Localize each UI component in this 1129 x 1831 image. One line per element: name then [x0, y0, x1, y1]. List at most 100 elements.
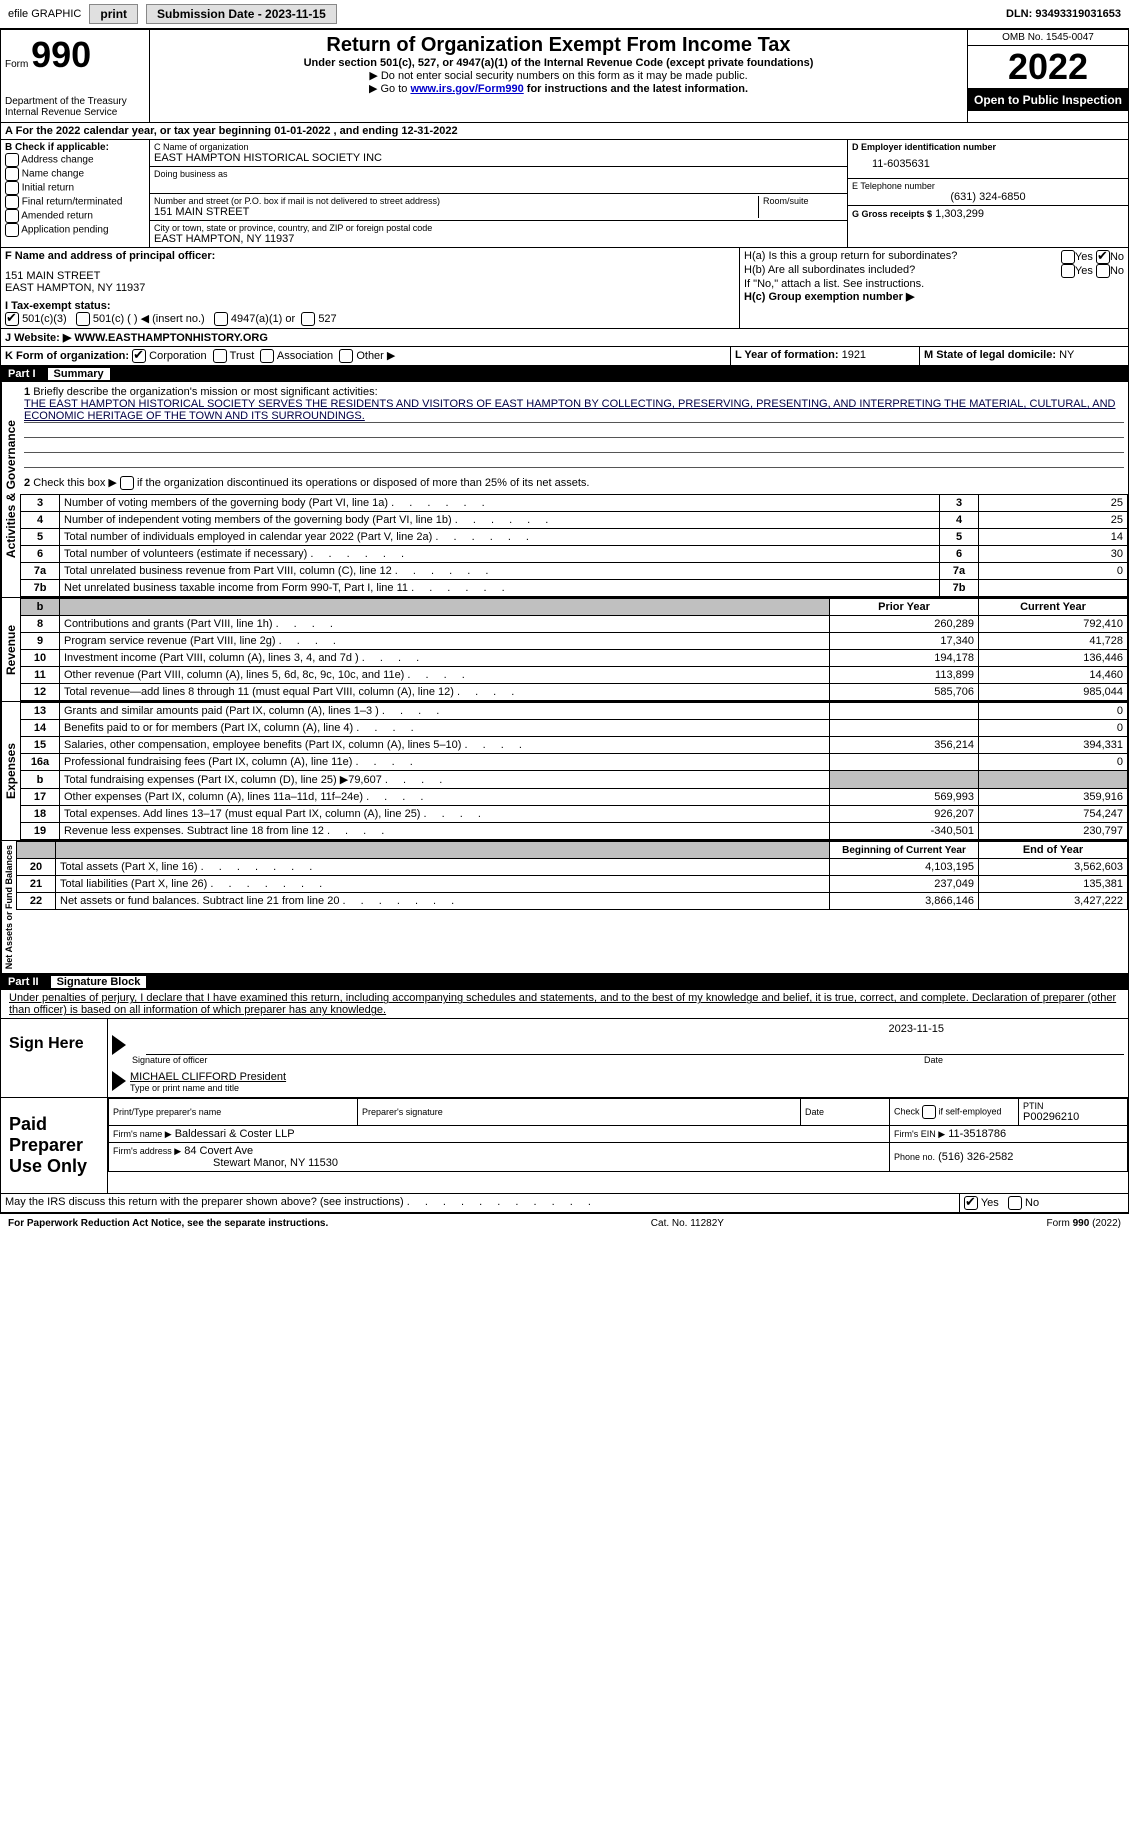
cb-corp[interactable]: [132, 349, 146, 363]
box-k-label: K Form of organization:: [5, 350, 129, 362]
revenue-section: Revenue bPrior YearCurrent Year8Contribu…: [0, 598, 1129, 702]
lbl-527: 527: [318, 313, 336, 325]
table-row: 9Program service revenue (Part VIII, lin…: [21, 633, 1128, 650]
discuss-row: May the IRS discuss this return with the…: [0, 1194, 1129, 1213]
submission-date-button[interactable]: Submission Date - 2023-11-15: [146, 4, 337, 24]
table-row: 7aTotal unrelated business revenue from …: [21, 563, 1128, 580]
cb-address-change[interactable]: [5, 153, 19, 167]
irs-link[interactable]: www.irs.gov/Form990: [410, 83, 523, 95]
arrow-icon-2: [112, 1071, 126, 1091]
side-net: Net Assets or Fund Balances: [1, 841, 16, 973]
cb-name-change[interactable]: [5, 167, 19, 181]
table-row: 16aProfessional fundraising fees (Part I…: [21, 754, 1128, 771]
part2-title: Signature Block: [51, 976, 147, 988]
prep-check-label: Check if self-employed: [894, 1105, 1014, 1119]
lbl-no: No: [1110, 251, 1124, 263]
cb-trust[interactable]: [213, 349, 227, 363]
prep-print-label: Print/Type preparer's name: [113, 1107, 353, 1117]
cb-ha-no[interactable]: [1096, 250, 1110, 264]
table-row: 13Grants and similar amounts paid (Part …: [21, 703, 1128, 720]
table-row: 22Net assets or fund balances. Subtract …: [17, 893, 1128, 910]
hb-note: If "No," attach a list. See instructions…: [744, 278, 1124, 290]
table-row: 17Other expenses (Part IX, column (A), l…: [21, 789, 1128, 806]
table-header-row: Beginning of Current YearEnd of Year: [17, 842, 1128, 859]
form-title: Return of Organization Exempt From Incom…: [154, 34, 963, 57]
org-name-label: C Name of organization: [154, 142, 843, 152]
lbl-address-change: Address change: [21, 155, 93, 166]
phone-label: E Telephone number: [852, 181, 1124, 191]
prep-sig-label: Preparer's signature: [362, 1107, 796, 1117]
form-subtitle-2: ▶ Do not enter social security numbers o…: [154, 69, 963, 82]
fh-row: F Name and address of principal officer:…: [0, 248, 1129, 329]
ha-label: H(a) Is this a group return for subordin…: [744, 250, 1061, 264]
hc-label: H(c) Group exemption number ▶: [744, 290, 1124, 303]
sig-officer-label: Signature of officer: [132, 1055, 924, 1065]
j-row: J Website: ▶ WWW.EASTHAMPTONHISTORY.ORG: [0, 329, 1129, 347]
goto-prefix: ▶ Go to: [369, 83, 410, 95]
cb-initial-return[interactable]: [5, 181, 19, 195]
omb-number: OMB No. 1545-0047: [968, 30, 1128, 46]
cb-501c3[interactable]: [5, 312, 19, 326]
gross-label: G Gross receipts $: [852, 209, 932, 219]
box-deg: D Employer identification number 11-6035…: [848, 140, 1128, 247]
room-label: Room/suite: [763, 196, 843, 206]
cb-527[interactable]: [301, 312, 315, 326]
table-row: 7bNet unrelated business taxable income …: [21, 580, 1128, 597]
officer-name: MICHAEL CLIFFORD President: [130, 1071, 1124, 1083]
lbl-app-pending: Application pending: [21, 225, 108, 236]
lbl-501c: 501(c) ( ) ◀ (insert no.): [93, 313, 205, 325]
website-value: WWW.EASTHAMPTONHISTORY.ORG: [74, 332, 268, 344]
cb-discontinued[interactable]: [120, 476, 134, 490]
penalty-text: Under penalties of perjury, I declare th…: [0, 990, 1129, 1019]
open-public-badge: Open to Public Inspection: [968, 89, 1128, 111]
klm-row: K Form of organization: Corporation Trus…: [0, 347, 1129, 366]
period-text: A For the 2022 calendar year, or tax yea…: [1, 123, 1128, 139]
discuss-no: No: [1025, 1197, 1039, 1209]
state-domicile: NY: [1059, 349, 1074, 361]
ag-table: 3Number of voting members of the governi…: [20, 494, 1128, 597]
cb-other[interactable]: [339, 349, 353, 363]
form-word: Form: [5, 59, 28, 70]
prep-phone: (516) 326-2582: [938, 1151, 1013, 1163]
year-formation: 1921: [842, 349, 866, 361]
discuss-yes: Yes: [981, 1197, 999, 1209]
lbl-yes: Yes: [1075, 251, 1093, 263]
cb-discuss-yes[interactable]: [964, 1196, 978, 1210]
cb-hb-yes[interactable]: [1061, 264, 1075, 278]
cb-amended[interactable]: [5, 209, 19, 223]
prep-date-label: Date: [805, 1107, 885, 1117]
lbl-final-return: Final return/terminated: [22, 197, 123, 208]
net-assets-table: Beginning of Current YearEnd of Year20To…: [16, 841, 1128, 910]
side-expenses: Expenses: [1, 702, 20, 840]
cb-final-return[interactable]: [5, 195, 19, 209]
sig-date-label: Date: [924, 1055, 1124, 1065]
activities-governance-section: Activities & Governance 1 Briefly descri…: [0, 382, 1129, 598]
cb-501c[interactable]: [76, 312, 90, 326]
dln-label: DLN: 93493319031653: [1006, 8, 1121, 20]
city-label: City or town, state or province, country…: [154, 223, 843, 233]
table-row: 11Other revenue (Part VIII, column (A), …: [21, 667, 1128, 684]
sign-here-block: Sign Here 2023-11-15 Signature of office…: [0, 1019, 1129, 1098]
cb-app-pending[interactable]: [5, 223, 19, 237]
footer-mid: Cat. No. 11282Y: [651, 1218, 724, 1229]
lbl-4947: 4947(a)(1) or: [231, 313, 295, 325]
table-row: 6Total number of volunteers (estimate if…: [21, 546, 1128, 563]
firm-name: Baldessari & Coster LLP: [175, 1128, 295, 1140]
part1-header: Part I Summary: [0, 366, 1129, 382]
cb-self-employed[interactable]: [922, 1105, 936, 1119]
firm-name-label: Firm's name ▶: [113, 1129, 172, 1139]
cb-hb-no[interactable]: [1096, 264, 1110, 278]
print-button[interactable]: print: [89, 4, 138, 24]
table-row: 20Total assets (Part X, line 16) . . . .…: [17, 859, 1128, 876]
cb-4947[interactable]: [214, 312, 228, 326]
form-subtitle-1: Under section 501(c), 527, or 4947(a)(1)…: [154, 57, 963, 69]
lbl-no2: No: [1110, 265, 1124, 277]
cb-discuss-no[interactable]: [1008, 1196, 1022, 1210]
officer-addr1: 151 MAIN STREET: [5, 270, 735, 282]
dept-label: Department of the Treasury: [5, 96, 145, 107]
cb-assoc[interactable]: [260, 349, 274, 363]
expenses-table: 13Grants and similar amounts paid (Part …: [20, 702, 1128, 840]
cb-ha-yes[interactable]: [1061, 250, 1075, 264]
officer-addr2: EAST HAMPTON, NY 11937: [5, 282, 735, 294]
side-revenue: Revenue: [1, 598, 20, 701]
